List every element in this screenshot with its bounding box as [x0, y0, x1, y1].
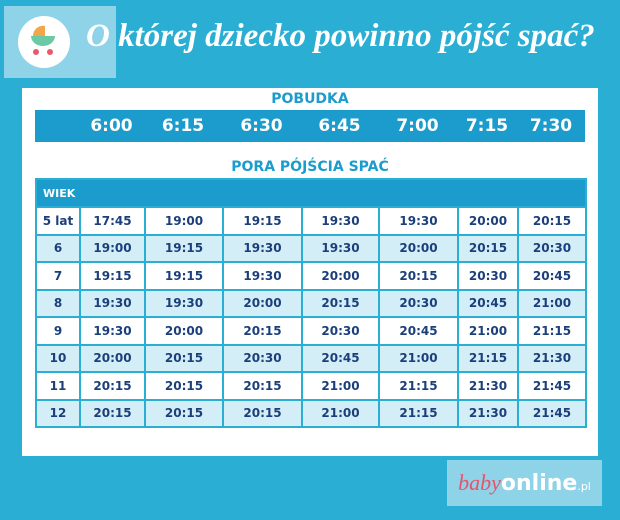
wake-time: 6:15 — [161, 116, 205, 136]
bedtime-cell: 20:45 — [378, 316, 459, 346]
bedtime-cell: 19:30 — [79, 288, 146, 318]
header-row: WIEK — [34, 178, 588, 208]
bedtime-cell: 21:15 — [378, 371, 459, 401]
bedtime-cell: 21:30 — [457, 398, 519, 428]
bedtime-cell: 20:30 — [516, 233, 588, 263]
bedtime-cell: 21:00 — [301, 371, 380, 401]
logo: babyonline.pl — [447, 460, 602, 506]
table-row: 8 19:30 19:30 20:00 20:15 20:30 20:45 21:00 — [35, 288, 588, 318]
bedtime-cell: 20:15 — [457, 233, 519, 263]
bedtime-cell: 20:45 — [301, 343, 380, 373]
bedtime-cell: 20:15 — [222, 371, 303, 401]
age-cell: 6 — [35, 233, 81, 263]
bedtime-cell: 19:15 — [79, 261, 146, 291]
wake-time: 6:30 — [240, 116, 283, 136]
wake-time: 7:15 — [465, 116, 509, 136]
wake-bar: 6:00 6:15 6:30 6:45 7:00 7:15 7:30 — [35, 110, 585, 142]
icon-graphic — [18, 16, 70, 68]
wake-time: 6:00 — [90, 116, 133, 136]
bedtime-cell: 21:45 — [516, 398, 588, 428]
age-cell: 9 — [35, 316, 81, 346]
bedtime-cell: 20:15 — [301, 288, 380, 318]
bedtime-cell: 21:15 — [378, 398, 459, 428]
table-row: 10 20:00 20:15 20:30 20:45 21:00 21:15 21:30 — [35, 343, 588, 373]
wheel — [47, 49, 53, 55]
bedtime-cell: 21:00 — [378, 343, 459, 373]
stroller-body — [31, 36, 55, 46]
age-cell: 11 — [35, 371, 81, 401]
table-row: 6 19:00 19:15 19:30 19:30 20:00 20:15 20:30 — [35, 233, 588, 263]
bedtime-cell: 21:00 — [516, 288, 588, 318]
bedtime-cell: 19:15 — [144, 233, 224, 263]
bedtime-cell: 21:30 — [457, 371, 519, 401]
bedtime-cell: 20:30 — [457, 261, 519, 291]
bedtime-cell: 19:15 — [222, 206, 303, 236]
bedtime-cell: 20:30 — [301, 316, 380, 346]
bedtime-cell: 20:45 — [457, 288, 519, 318]
bedtime-cell: 19:30 — [301, 206, 380, 236]
bedtime-cell: 19:30 — [79, 316, 146, 346]
bedtime-cell: 19:30 — [222, 261, 303, 291]
bedtime-cell: 21:00 — [457, 316, 519, 346]
bedtime-cell: 20:00 — [222, 288, 303, 318]
panel: POBUDKA 6:00 6:15 6:30 6:45 7:00 7:15 7:30 POR… — [22, 88, 598, 456]
bedtime-cell: 20:15 — [144, 371, 224, 401]
bedtime-cell: 20:00 — [457, 206, 519, 236]
bedtime-cell: 19:30 — [144, 288, 224, 318]
stroller-hood — [32, 25, 45, 36]
bedtime-cell: 20:15 — [79, 398, 146, 428]
bedtime-cell: 20:00 — [378, 233, 459, 263]
wake-time: 7:00 — [396, 116, 439, 136]
table-row: 5 lat 17:45 19:00 19:15 19:30 19:30 20:00 20:15 — [35, 206, 588, 236]
bedtime-cell: 19:15 — [144, 261, 224, 291]
bedtime-cell: 19:30 — [301, 233, 380, 263]
bedtime-cell: 20:00 — [79, 343, 146, 373]
bedtime-cell: 21:45 — [516, 371, 588, 401]
bedtime-cell: 19:00 — [79, 233, 146, 263]
wake-time: 7:30 — [529, 116, 573, 136]
bedtime-cell: 21:15 — [516, 316, 588, 346]
bedtime-cell: 19:30 — [378, 206, 459, 236]
table-row: 12 20:15 20:15 20:15 21:00 21:15 21:30 21:45 — [35, 398, 588, 428]
bedtime-cell: 20:15 — [144, 343, 224, 373]
bedtime-cell: 21:00 — [301, 398, 380, 428]
wheel — [33, 49, 39, 55]
bedtime-cell: 20:15 — [378, 261, 459, 291]
wake-time: 6:45 — [318, 116, 361, 136]
age-cell: 10 — [35, 343, 81, 373]
bedtime-table: WIEK 5 lat 17:45 19:00 19:15 19:30 19:30 20:00 2… — [34, 178, 588, 428]
bedtime-cell: 20:30 — [378, 288, 459, 318]
logo-online: online — [500, 471, 578, 496]
age-cell: 5 lat — [35, 206, 81, 236]
bedtime-cell: 19:30 — [222, 233, 303, 263]
table-row: 7 19:15 19:15 19:30 20:00 20:15 20:30 20:45 — [35, 261, 588, 291]
table-title: PORA PÓJŚCIA SPAĆ — [231, 159, 389, 175]
table-row: 11 20:15 20:15 20:15 21:00 21:15 21:30 21:45 — [35, 371, 588, 401]
age-cell: 7 — [35, 261, 81, 291]
bedtime-cell: 20:30 — [222, 343, 303, 373]
bedtime-cell: 21:15 — [457, 343, 519, 373]
bedtime-cell: 20:15 — [144, 398, 224, 428]
bedtime-cell: 20:15 — [222, 316, 303, 346]
stroller-icon — [4, 6, 116, 78]
bedtime-cell: 20:15 — [222, 398, 303, 428]
bedtime-cell: 19:00 — [144, 206, 224, 236]
bedtime-cell: 17:45 — [79, 206, 146, 236]
bedtime-cell: 21:30 — [516, 343, 588, 373]
logo-domain: .pl — [577, 480, 591, 493]
wake-label: POBUDKA — [271, 91, 349, 107]
age-cell: 8 — [35, 288, 81, 318]
bedtime-cell: 20:15 — [79, 371, 146, 401]
table-row: 9 19:30 20:00 20:15 20:30 20:45 21:00 21:15 — [35, 316, 588, 346]
age-header: WIEK — [34, 178, 588, 208]
age-cell: 12 — [35, 398, 81, 428]
bedtime-cell: 20:45 — [516, 261, 588, 291]
title: O której dziecko powinno pójść spać? — [86, 18, 595, 54]
bedtime-cell: 20:00 — [144, 316, 224, 346]
logo-baby: baby — [458, 470, 501, 495]
bedtime-cell: 20:00 — [301, 261, 380, 291]
bedtime-cell: 20:15 — [516, 206, 588, 236]
